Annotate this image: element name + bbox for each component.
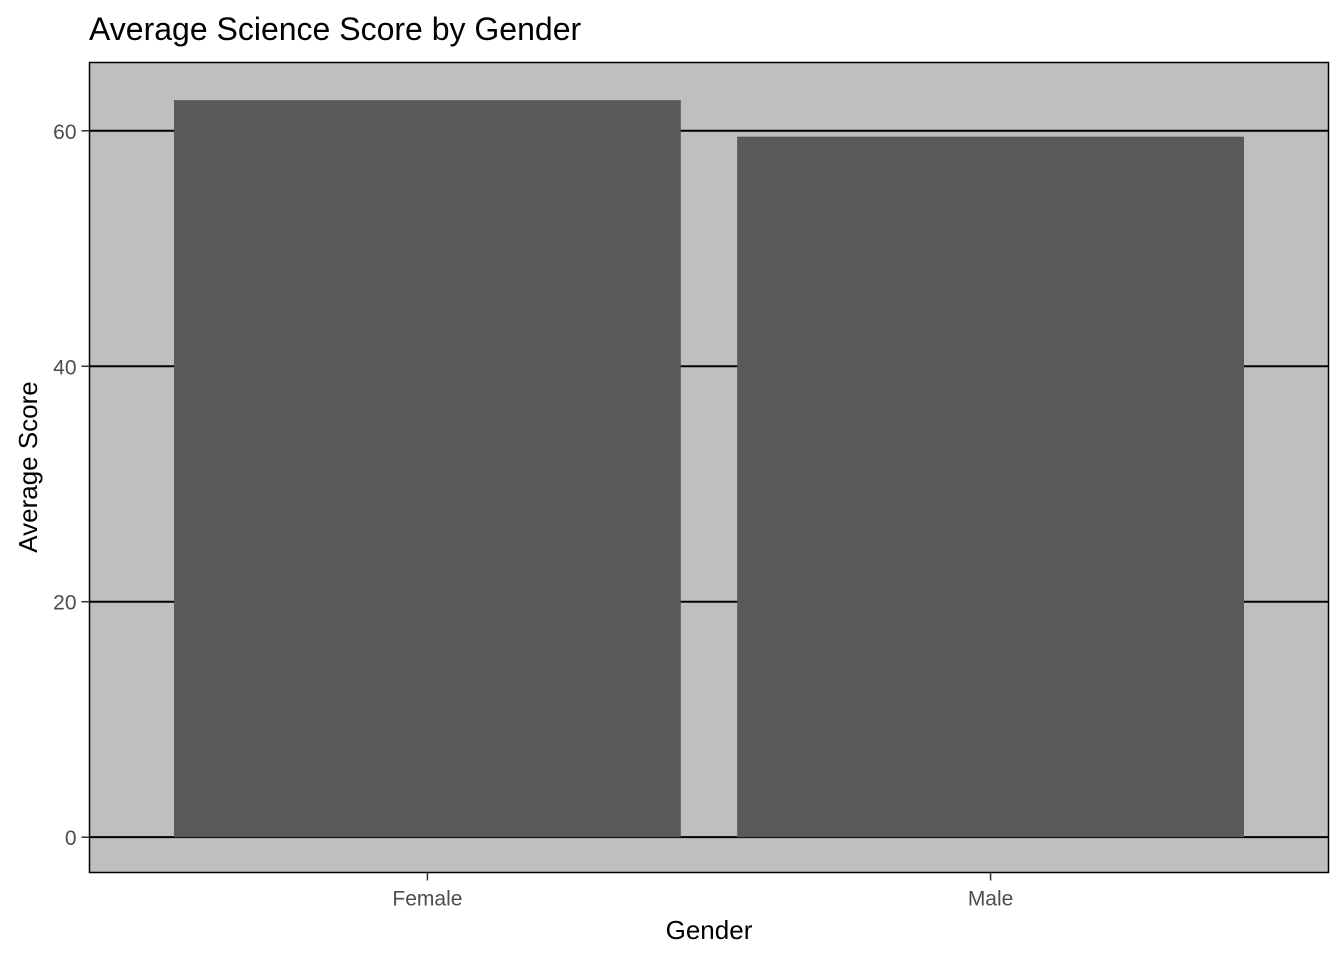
x-axis-title: Gender <box>666 915 753 945</box>
y-tick-label: 60 <box>53 121 76 144</box>
bar-female <box>173 100 681 838</box>
bars <box>173 100 1245 838</box>
y-axis-title: Average Score <box>13 381 43 553</box>
bar-male <box>737 136 1245 838</box>
y-tick-label: 0 <box>65 827 77 850</box>
plot-border <box>88 61 1330 874</box>
y-tick-label: 40 <box>53 356 76 379</box>
y-tick-label: 20 <box>53 592 76 615</box>
x-axis: Female Male <box>392 872 1014 911</box>
x-tick-label: Male <box>968 888 1014 911</box>
x-tick-label: Female <box>392 888 462 911</box>
y-axis: 0 20 40 60 <box>53 121 90 850</box>
chart-title: Average Science Score by Gender <box>89 11 581 47</box>
